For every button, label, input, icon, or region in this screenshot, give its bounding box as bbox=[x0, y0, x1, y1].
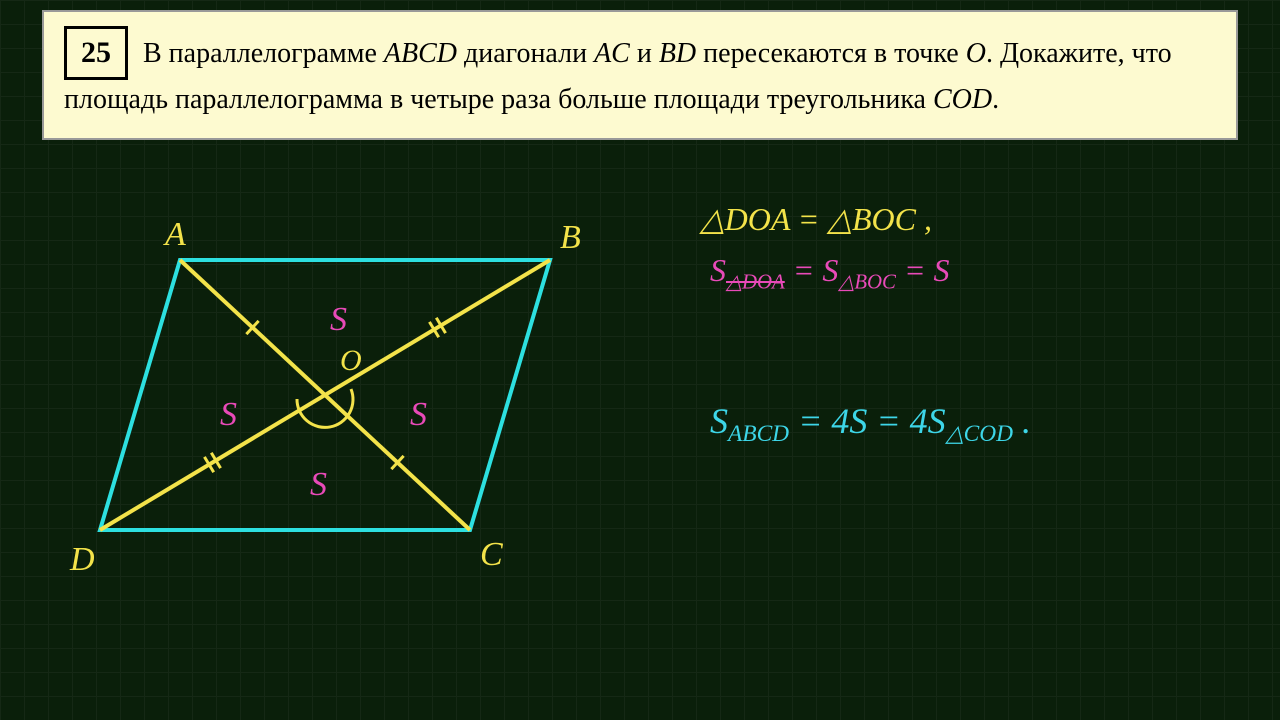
problem-number: 25 bbox=[64, 26, 128, 80]
problem-text: В параллелограмме ABCD диагонали AC и BD… bbox=[64, 38, 1172, 115]
region-s-labels: S S S S bbox=[220, 301, 427, 503]
proof-line-3: SABCD = 4S = 4S△COD . bbox=[710, 400, 1031, 448]
svg-text:C: C bbox=[480, 536, 503, 573]
svg-text:D: D bbox=[69, 541, 95, 578]
proof-line-1: △DOA = △BOC , bbox=[700, 200, 932, 238]
problem-statement-box: 25 В параллелограмме ABCD диагонали AC и… bbox=[42, 10, 1238, 140]
svg-text:S: S bbox=[220, 396, 237, 433]
svg-text:O: O bbox=[340, 344, 362, 377]
diagram-svg: S S S S A B C D O bbox=[60, 200, 620, 620]
svg-text:S: S bbox=[330, 301, 347, 338]
svg-text:S: S bbox=[410, 396, 427, 433]
svg-text:B: B bbox=[560, 219, 581, 256]
proof-line-2: S△DOA = S△BOC = S bbox=[710, 252, 950, 294]
svg-text:A: A bbox=[163, 216, 186, 253]
svg-text:S: S bbox=[310, 466, 327, 503]
proof-text: △DOA = △BOC , S△DOA = S△BOC = S SABCD = … bbox=[680, 200, 1260, 700]
geometry-diagram: S S S S A B C D O bbox=[60, 200, 620, 620]
